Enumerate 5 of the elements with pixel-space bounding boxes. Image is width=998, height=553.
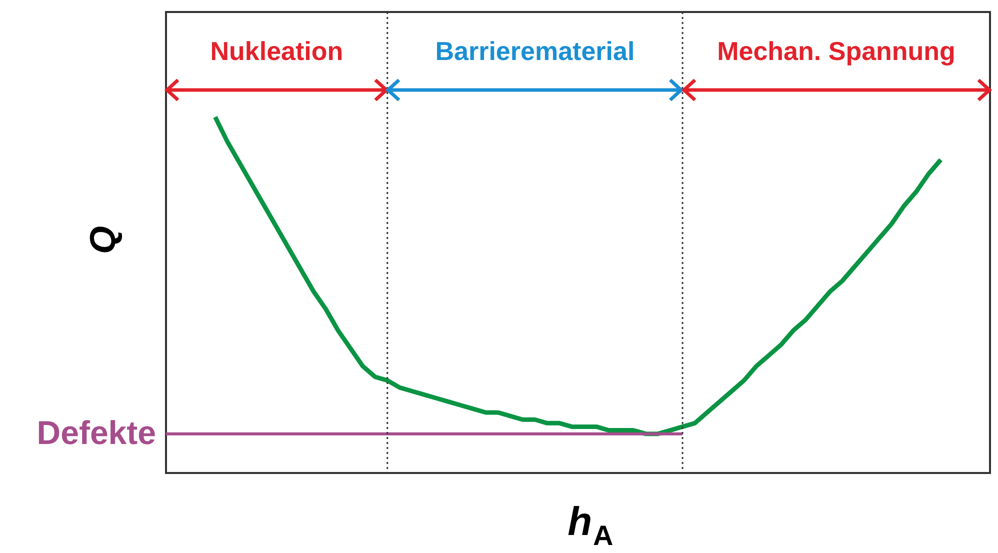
text: Barrierematerial (435, 36, 635, 66)
series-label: Defekte (36, 414, 156, 451)
y-axis-title: Q (82, 226, 123, 254)
text: Mechan. Spannung (717, 36, 956, 66)
text: Nukleation (210, 36, 344, 66)
